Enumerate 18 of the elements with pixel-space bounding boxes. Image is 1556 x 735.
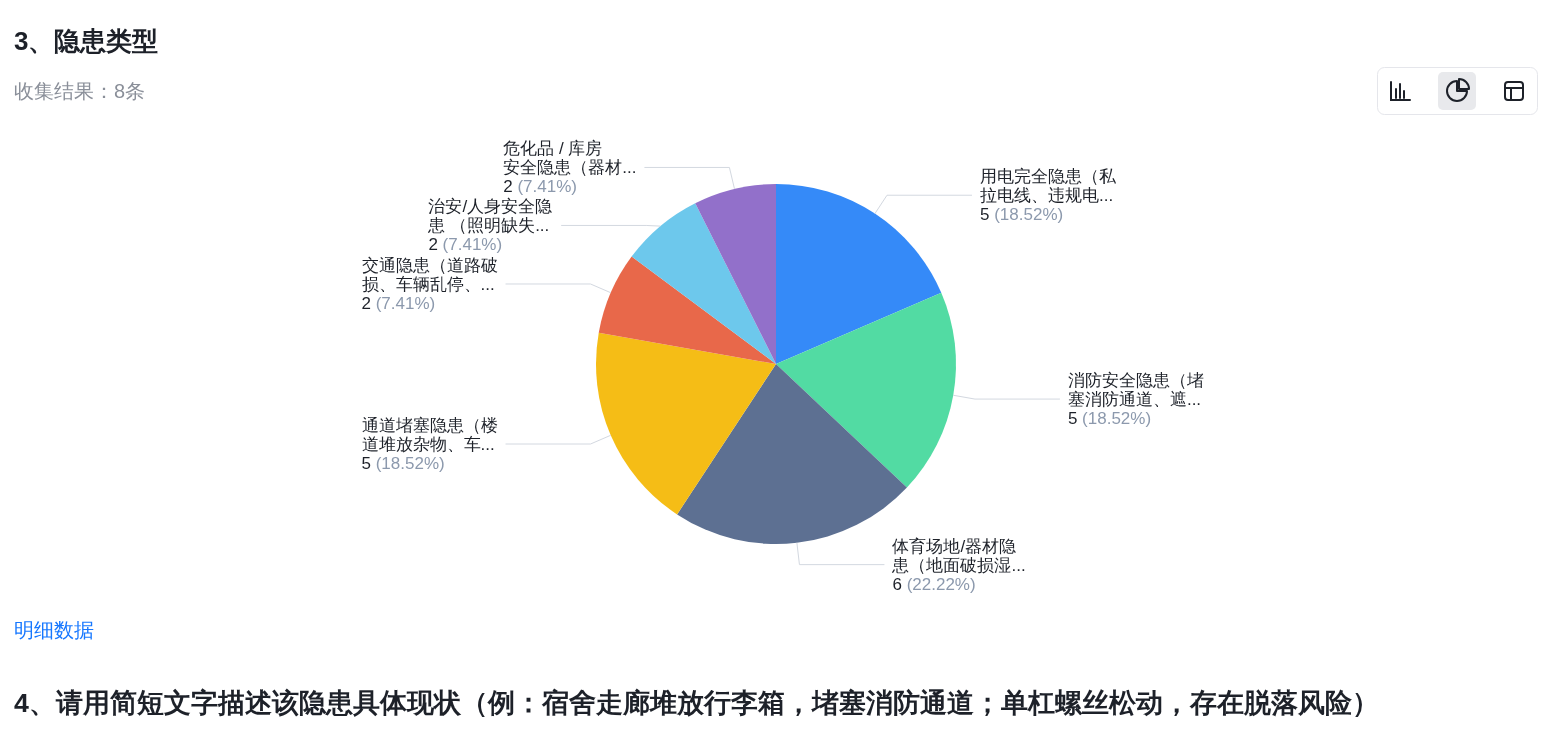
text: 明细数据 [14,619,94,641]
slice-label: 用电完全隐患（私拉电线、违规电... [980,167,1117,206]
slice-label: 危化品 / 库房安全隐患（器材... [503,139,637,178]
data-label: 2 (7.41%) [503,177,577,197]
text: 3、隐患类型 [14,26,159,56]
slice-label: 交通隐患（道路破损、车辆乱停、... [361,255,498,294]
data-label: 2 (7.41%) [361,293,436,313]
text: 4、请用简短文字描述该隐患具体现状（例：宿舍走廊堆放行李箱，堵塞消防通道；单杠螺丝松动，存在脱落风险） [14,688,1379,718]
slice-label: 治安/人身安全隐患 （照明缺失... [427,197,553,236]
slice-label: 体育场地/器材隐患（地面破损湿... [891,536,1026,575]
slice-label: 消防安全隐患（堵塞消防通道、遮... [1067,371,1204,410]
data-label: 5 (18.52%) [1067,409,1152,429]
data-label: 5 (18.52%) [980,205,1064,225]
data-label: 6 (22.22%) [892,574,976,594]
data-label: 5 (18.52%) [361,454,445,474]
text: 收集结果：8条 [14,80,146,102]
slice-label: 通道堵塞隐患（楼道堆放杂物、车... [361,416,498,455]
data-label: 2 (7.41%) [428,235,503,255]
